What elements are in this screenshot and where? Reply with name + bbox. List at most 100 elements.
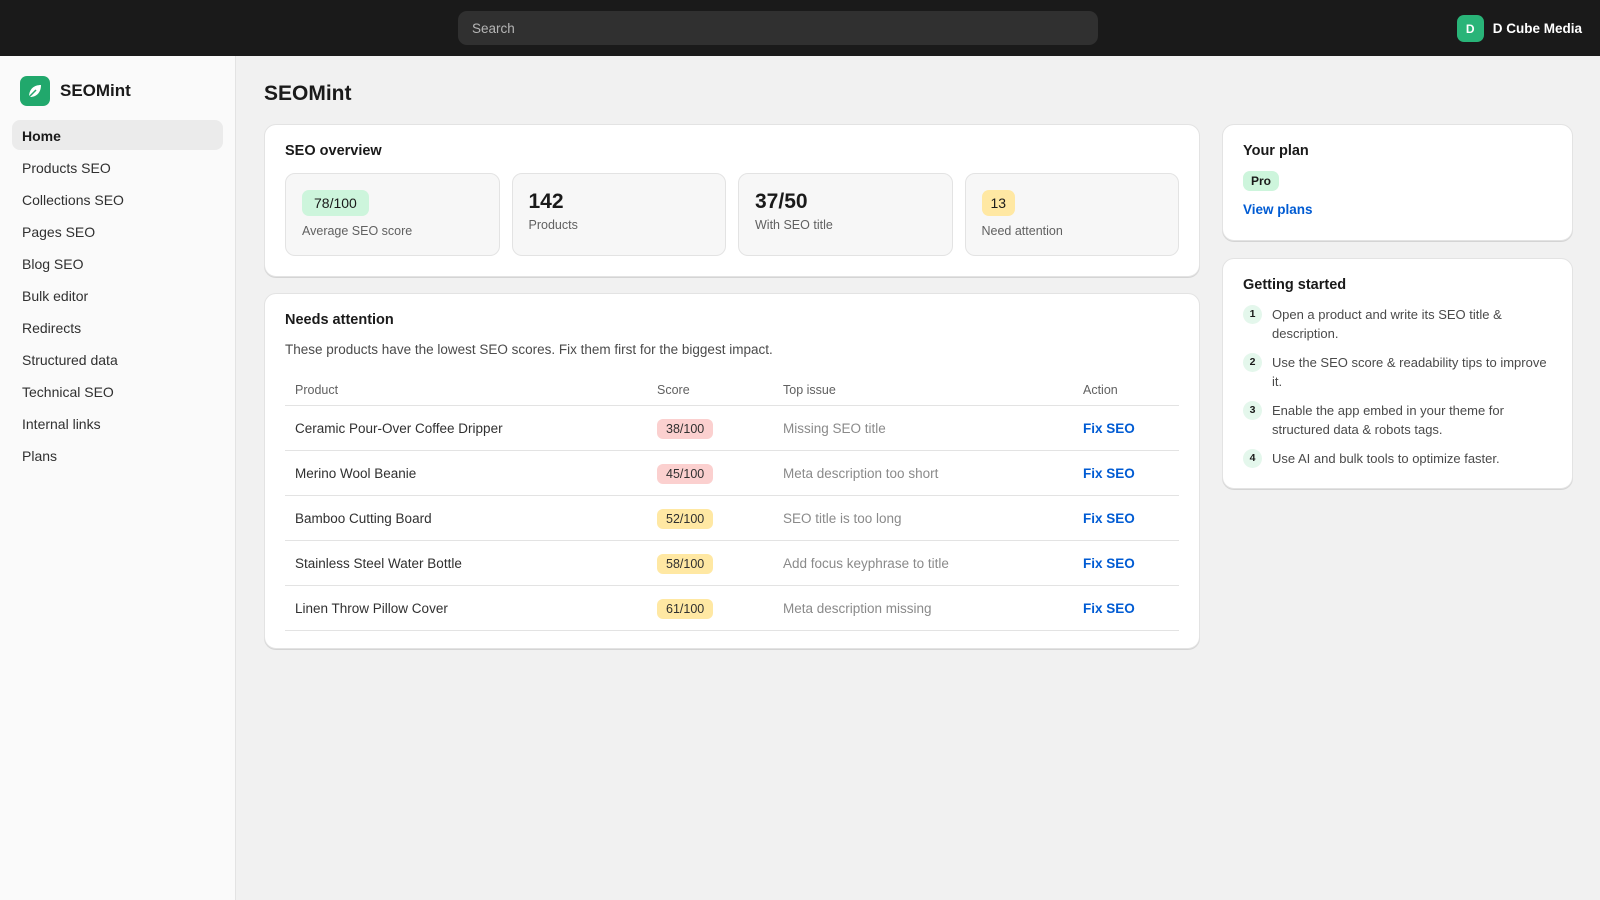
stat-value: 78/100 [302, 190, 369, 216]
product-name: Bamboo Cutting Board [285, 495, 647, 541]
nav-item[interactable]: Structured data [22, 352, 118, 368]
action-cell: Fix SEO [1073, 450, 1179, 496]
score-cell: 58/100 [647, 540, 773, 586]
step-text: Use the SEO score & readability tips to … [1272, 355, 1547, 389]
page-title: SEOMint [264, 82, 352, 105]
plan-badge: Pro [1243, 171, 1280, 191]
attention-card: Needs attention These products have the … [264, 293, 1200, 649]
sidebar: SEOMint Home Products SEO Collections SEO P… [0, 56, 236, 900]
action-cell: Fix SEO [1073, 585, 1179, 631]
top-bar: Search D D Cube Media [0, 0, 1600, 56]
stat-value: 37/50 [755, 190, 808, 213]
action-cell: Fix SEO [1073, 405, 1179, 451]
nav-item[interactable]: Blog SEO [22, 256, 84, 272]
top-issue: Meta description missing [773, 585, 1073, 631]
table-row: Merino Wool Beanie 45/100 Meta description… [285, 450, 1179, 496]
stat: 142 Products [511, 173, 726, 256]
nav: Home Products SEO Collections SEO Pages SEO… [12, 120, 223, 472]
score-cell: 38/100 [647, 405, 773, 451]
table-row: Stainless Steel Water Bottle 58/100 Add fo… [285, 540, 1179, 586]
stat-label: Average SEO score [302, 224, 413, 238]
brand: SEOMint [20, 76, 131, 106]
product-name: Merino Wool Beanie [285, 450, 647, 496]
fix-seo-link[interactable]: Fix SEO [1083, 420, 1135, 436]
top-issue: Missing SEO title [773, 405, 1073, 451]
score-badge: 52/100 [657, 508, 714, 529]
nav-item[interactable]: Products SEO [22, 160, 111, 176]
step-text: Open a product and write its SEO title &… [1272, 307, 1502, 341]
table-body: Ceramic Pour-Over Coffee Dripper 38/100 Mi… [285, 405, 1179, 631]
score-cell: 52/100 [647, 495, 773, 541]
stat-value: 142 [528, 190, 564, 213]
product-name: Linen Throw Pillow Cover [285, 585, 647, 631]
table-row: Linen Throw Pillow Cover 61/100 Meta descr… [285, 585, 1179, 631]
table-row: Bamboo Cutting Board 52/100 SEO title is t… [285, 495, 1179, 541]
step-number: 2 [1243, 353, 1262, 372]
score-cell: 45/100 [647, 450, 773, 496]
top-issue: Meta description too short [773, 450, 1073, 496]
column-header: Product [285, 375, 647, 406]
store-name: D Cube Media [1492, 21, 1582, 36]
step: 1 Open a product and write its SEO title … [1243, 305, 1552, 343]
nav-item[interactable]: Bulk editor [22, 288, 89, 304]
card-title: Getting started [1243, 277, 1347, 293]
step-number: 1 [1243, 305, 1262, 324]
steps: 1 Open a product and write its SEO title … [1243, 305, 1552, 468]
fix-seo-link[interactable]: Fix SEO [1083, 600, 1135, 616]
stat-label: Need attention [981, 224, 1063, 238]
fix-seo-link[interactable]: Fix SEO [1083, 510, 1135, 526]
step-text: Use AI and bulk tools to optimize faster… [1272, 451, 1500, 466]
stat: 78/100 Average SEO score [285, 173, 500, 256]
plan-card: Your plan Pro View plans [1222, 124, 1573, 241]
app-name: SEOMint [60, 81, 131, 100]
table-row: Ceramic Pour-Over Coffee Dripper 38/100 Mi… [285, 405, 1179, 451]
score-cell: 61/100 [647, 585, 773, 631]
nav-item[interactable]: Plans [22, 448, 58, 464]
column-header: Action [1073, 375, 1179, 406]
action-cell: Fix SEO [1073, 495, 1179, 541]
score-badge: 45/100 [657, 463, 714, 484]
column-header: Top issue [773, 375, 1073, 406]
card-title: Needs attention [285, 312, 394, 328]
top-issue: Add focus keyphrase to title [773, 540, 1073, 586]
stat-label: With SEO title [755, 218, 833, 232]
card-title: Your plan [1243, 143, 1309, 159]
avatar: D [1456, 15, 1484, 42]
step-number: 4 [1243, 449, 1262, 468]
step: 3 Enable the app embed in your theme for … [1243, 401, 1552, 439]
card-description: These products have the lowest SEO score… [285, 342, 773, 357]
score-badge: 58/100 [657, 553, 714, 574]
score-badge: 61/100 [657, 598, 714, 619]
score-badge: 38/100 [657, 418, 714, 439]
view-plans-link[interactable]: View plans [1243, 202, 1313, 217]
card-title: SEO overview [285, 143, 382, 159]
fix-seo-link[interactable]: Fix SEO [1083, 555, 1135, 571]
column-header: Score [647, 375, 773, 406]
search-field[interactable]: Search [458, 11, 1098, 45]
nav-item[interactable]: Technical SEO [22, 384, 114, 400]
fix-seo-link[interactable]: Fix SEO [1083, 465, 1135, 481]
nav-item[interactable]: Collections SEO [22, 192, 124, 208]
nav-item[interactable]: Redirects [22, 320, 82, 336]
leaf-icon [28, 85, 41, 98]
stat-value: 13 [981, 190, 1016, 216]
step: 2 Use the SEO score & readability tips to… [1243, 353, 1552, 391]
products-table: Product Score Top issue Action Ceramic P… [285, 375, 1179, 631]
step: 4 Use AI and bulk tools to optimize faste… [1243, 449, 1552, 468]
stat-label: Products [528, 218, 578, 232]
step-number: 3 [1243, 401, 1262, 420]
overview-card: SEO overview 78/100 Average SEO score 142… [264, 124, 1200, 277]
nav-item[interactable]: Home [12, 120, 223, 150]
nav-item[interactable]: Internal links [22, 416, 101, 432]
user-menu[interactable]: D D Cube Media [1456, 15, 1582, 42]
top-issue: SEO title is too long [773, 495, 1073, 541]
stat: 13 Need attention [964, 173, 1179, 256]
step-text: Enable the app embed in your theme for s… [1272, 403, 1504, 437]
nav-item[interactable]: Pages SEO [22, 224, 96, 240]
getting-started-card: Getting started 1 Open a product and writ… [1222, 258, 1573, 489]
action-cell: Fix SEO [1073, 540, 1179, 586]
stats: 78/100 Average SEO score 142 Products 37/5… [285, 173, 1179, 256]
product-name: Ceramic Pour-Over Coffee Dripper [285, 405, 647, 451]
